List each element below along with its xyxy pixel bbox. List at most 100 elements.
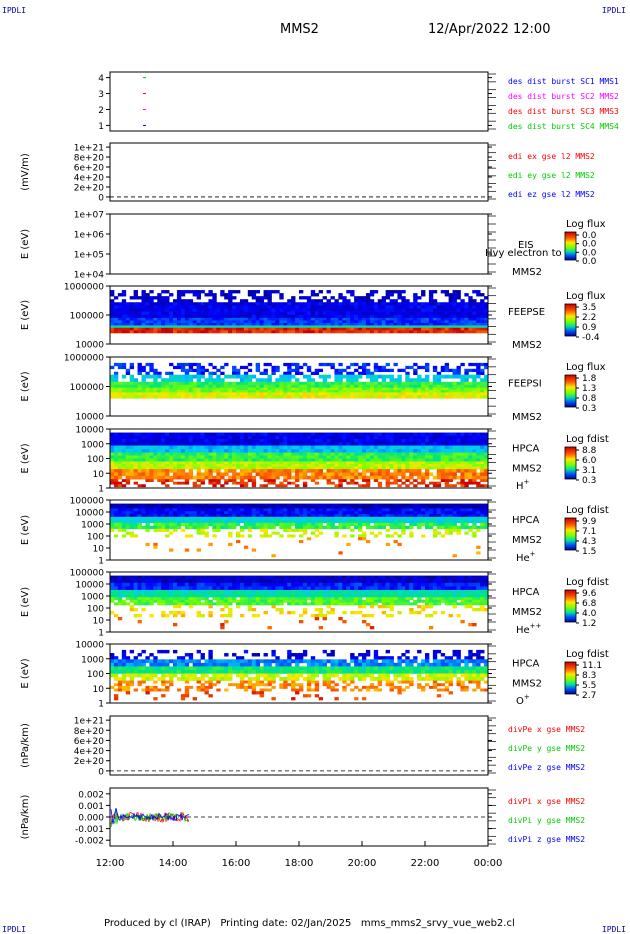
spectrogram-cell bbox=[259, 384, 264, 388]
spectrogram-cell bbox=[425, 327, 430, 331]
spectrogram-cell bbox=[275, 439, 280, 443]
spectrogram-cell bbox=[236, 317, 241, 321]
spectrogram-cell bbox=[393, 378, 398, 383]
spectrogram-cell bbox=[208, 381, 213, 386]
spectrogram-cell bbox=[444, 439, 450, 443]
spectrogram-cell bbox=[196, 516, 201, 521]
spectrogram-cell bbox=[440, 330, 446, 334]
spectrogram-cell bbox=[125, 395, 131, 399]
spectrogram-cell bbox=[184, 311, 190, 316]
spectrogram-cell bbox=[200, 461, 205, 465]
spectrogram-cell bbox=[428, 461, 434, 465]
spectrogram-cell bbox=[448, 531, 453, 535]
spectrogram-cell bbox=[259, 464, 264, 467]
spectrogram-cell bbox=[145, 299, 150, 303]
spectrogram-cell bbox=[145, 305, 150, 309]
spectrogram-cell bbox=[330, 390, 335, 393]
spectrogram-cell bbox=[436, 371, 442, 375]
spectrogram-cell bbox=[263, 308, 268, 312]
spectrogram-cell bbox=[310, 531, 316, 535]
spectrogram-cell bbox=[212, 445, 217, 450]
spectrogram-cell bbox=[239, 311, 245, 316]
spectrogram-cell bbox=[121, 449, 127, 453]
spectrogram-cell bbox=[149, 381, 154, 386]
spectrogram-cell bbox=[405, 439, 410, 443]
spectrogram-cell bbox=[212, 475, 217, 480]
spectrogram-cell bbox=[169, 327, 174, 331]
spectrogram-cell bbox=[452, 519, 457, 524]
spectrogram-cell bbox=[263, 381, 268, 386]
spectrogram-cell bbox=[275, 435, 280, 440]
spectrogram-cell bbox=[165, 381, 170, 386]
spectrogram-cell bbox=[117, 455, 123, 459]
spectrogram-cell bbox=[204, 519, 209, 524]
spectrogram-cell bbox=[476, 362, 481, 367]
spectrogram-cell bbox=[161, 516, 166, 521]
spectrogram-cell bbox=[354, 384, 359, 388]
spectrogram-cell bbox=[113, 305, 119, 309]
spectrogram-cell bbox=[472, 390, 477, 393]
spectrogram-cell bbox=[358, 381, 363, 386]
spectrogram-cell bbox=[275, 464, 280, 467]
spectrogram-cell bbox=[204, 579, 209, 584]
spectrogram-cell bbox=[157, 305, 162, 309]
spectrogram-cell bbox=[409, 466, 414, 470]
spectrogram-cell bbox=[121, 381, 127, 386]
spectrogram-cell bbox=[121, 395, 127, 399]
spectrogram-cell bbox=[153, 575, 158, 580]
spectrogram-cell bbox=[338, 311, 343, 316]
spectrogram-cell bbox=[409, 317, 414, 321]
spectrogram-cell bbox=[271, 368, 276, 373]
spectrogram-cell bbox=[306, 455, 312, 459]
spectrogram-cell bbox=[149, 442, 154, 446]
spectrogram-cell bbox=[157, 374, 162, 379]
spectrogram-cell bbox=[267, 314, 272, 319]
spectrogram-cell bbox=[306, 506, 312, 509]
spectrogram-cell bbox=[243, 320, 249, 324]
spectrogram-cell bbox=[204, 516, 209, 521]
spectrogram-cell bbox=[228, 452, 233, 456]
spectrogram-cell bbox=[216, 479, 221, 483]
spectrogram-cell bbox=[440, 395, 446, 399]
spectrogram-cell bbox=[287, 579, 292, 584]
spectrogram-cell bbox=[121, 314, 127, 319]
spectrogram-cell bbox=[472, 481, 477, 485]
spectrogram-cell bbox=[295, 317, 300, 321]
spectrogram-cell bbox=[409, 461, 414, 465]
spectrogram-cell bbox=[358, 484, 363, 488]
spectrogram-cell bbox=[153, 314, 158, 319]
spectrogram-cell bbox=[354, 325, 359, 329]
spectrogram-cell bbox=[401, 481, 406, 485]
spectrogram-cell bbox=[137, 305, 142, 309]
spectrogram-cell bbox=[184, 439, 190, 443]
spectrogram-cell bbox=[121, 469, 127, 473]
spectrogram-cell bbox=[468, 387, 473, 391]
spectrogram-cell bbox=[417, 327, 422, 331]
spectrogram-cell bbox=[279, 302, 284, 306]
spectrogram-cell bbox=[346, 299, 351, 303]
spectrogram-cell bbox=[448, 503, 453, 507]
spectrogram-cell bbox=[310, 314, 316, 319]
spectrogram-cell bbox=[212, 381, 217, 386]
spectrogram-cell bbox=[306, 365, 312, 370]
spectrogram-cell bbox=[153, 514, 158, 518]
spectrogram-cell bbox=[125, 445, 131, 450]
spectrogram-cell bbox=[373, 362, 379, 367]
spectrogram-cell bbox=[259, 435, 264, 440]
spectrogram-cell bbox=[373, 452, 379, 456]
spectrogram-cell bbox=[362, 362, 367, 367]
spectrogram-cell bbox=[263, 461, 268, 465]
spectrogram-cell bbox=[417, 503, 422, 507]
spectrogram-cell bbox=[153, 545, 158, 549]
spectrogram-cell bbox=[326, 461, 331, 465]
spectrogram-cell bbox=[196, 378, 201, 383]
spectrogram-cell bbox=[322, 311, 327, 316]
spectrogram-cell bbox=[133, 432, 138, 437]
spectrogram-cell bbox=[228, 384, 233, 388]
spectrogram-cell bbox=[389, 320, 394, 324]
spectrogram-cell bbox=[318, 311, 324, 316]
spectrogram-cell bbox=[176, 461, 182, 465]
spectrogram-cell bbox=[401, 325, 406, 329]
spectrogram-cell bbox=[334, 305, 339, 309]
spectrogram-cell bbox=[362, 531, 367, 535]
